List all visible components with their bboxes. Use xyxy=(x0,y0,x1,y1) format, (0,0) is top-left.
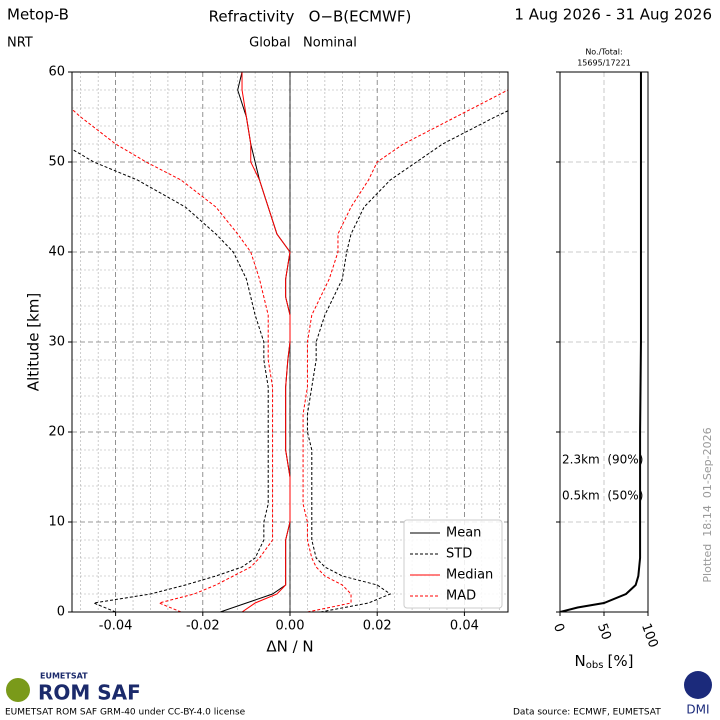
logo-globe xyxy=(6,678,30,702)
x-tick-label: 0.04 xyxy=(450,619,479,634)
mode: NRT xyxy=(7,36,33,51)
y-tick-label: 50 xyxy=(48,155,65,170)
license: EUMETSAT ROM SAF GRM-40 under CC-BY-4.0 … xyxy=(5,708,246,718)
logo-text: ROM SAF xyxy=(38,681,141,705)
legend-label: Mean xyxy=(446,526,481,541)
y-tick-label: 20 xyxy=(48,425,65,440)
x-tick-label: 0.00 xyxy=(276,619,305,634)
x-tick-label: 0.02 xyxy=(363,619,392,634)
label-unit: [%] xyxy=(607,652,633,670)
x-axis-label: ΔN / N xyxy=(266,638,313,656)
legend-label: MAD xyxy=(446,589,476,604)
dmi-logo xyxy=(684,671,712,699)
data-source: Data source: ECMWF, EUMETSAT xyxy=(513,708,661,718)
x-tick-label: -0.04 xyxy=(99,619,133,634)
plotted-note: Plotted 18:14 01-Sep-2026 xyxy=(701,427,714,582)
x-tick-label: 100 xyxy=(638,621,661,649)
frame xyxy=(71,71,509,613)
x-tick-label: 50 xyxy=(594,621,614,642)
profile-line xyxy=(306,110,508,612)
dmi-text: DMI xyxy=(686,703,709,717)
label-sub: obs xyxy=(586,660,604,671)
y-axis-label: Altitude [km] xyxy=(25,293,43,391)
plot-area xyxy=(560,72,642,612)
y-tick-label: 60 xyxy=(48,65,65,80)
count-value: 15695/17221 xyxy=(577,59,631,68)
period: 1 Aug 2026 - 31 Aug 2026 xyxy=(514,6,712,24)
y-tick-label: 10 xyxy=(48,515,65,530)
legend-label: Median xyxy=(446,568,493,583)
subtitle: Global Nominal xyxy=(249,36,357,51)
satellite: Metop-B xyxy=(7,6,69,24)
profile-line xyxy=(560,72,642,612)
title: Refractivity O−B(ECMWF) xyxy=(209,8,412,26)
x-tick-label: -0.02 xyxy=(186,619,220,634)
y-tick-label: 0 xyxy=(57,605,65,620)
profile-line xyxy=(241,72,291,612)
legend-label: STD xyxy=(446,547,472,562)
profile-line xyxy=(302,89,508,612)
x-axis-label: Nobs [%] xyxy=(575,652,634,672)
annotation: 0.5km (50%) xyxy=(562,489,643,503)
count-title: No./Total: xyxy=(585,48,622,57)
org: EUMETSAT xyxy=(40,672,88,681)
legend-box xyxy=(403,519,503,609)
x-tick-label: 0 xyxy=(550,621,567,634)
plot-area xyxy=(72,72,508,612)
y-tick-label: 40 xyxy=(48,245,65,260)
profile-line xyxy=(72,108,274,612)
profile-line xyxy=(72,148,269,612)
annotation: 2.3km (90%) xyxy=(562,453,643,467)
frame xyxy=(559,71,649,613)
y-tick-label: 30 xyxy=(48,335,65,350)
label-main: N xyxy=(575,652,586,670)
